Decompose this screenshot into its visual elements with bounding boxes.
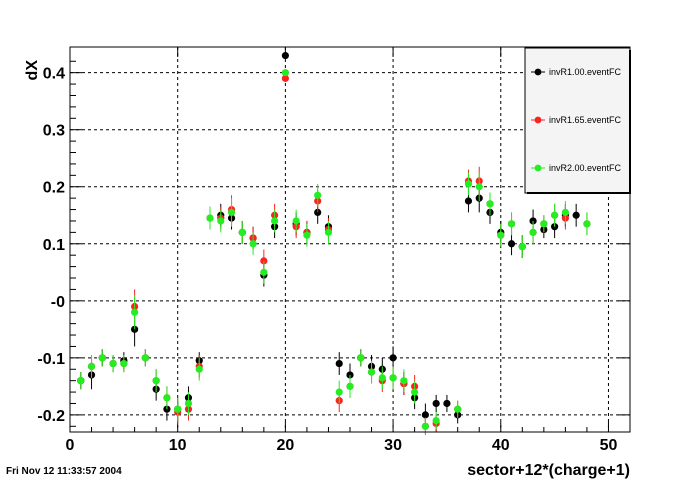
series-3: [77, 69, 591, 435]
data-point: [184, 399, 193, 408]
data-point: [249, 240, 257, 248]
x-tick-label: 0: [66, 437, 75, 454]
y-tick-label: -0.1: [37, 351, 65, 368]
data-point: [583, 220, 591, 228]
tick-labels: 0 10 20 30 40 50 -0.2 -0.1 -0 0.1 0.2 0.3 0.4: [37, 66, 617, 454]
data-point: [152, 377, 160, 385]
data-point: [357, 354, 365, 362]
data-point: [271, 217, 279, 225]
data-point: [174, 405, 182, 413]
data-point: [77, 377, 85, 385]
data-point: [443, 399, 451, 408]
data-point: [464, 197, 473, 205]
legend-label: invR2.00.eventFC: [549, 163, 622, 173]
data-point: [367, 368, 376, 376]
data-point: [421, 422, 429, 430]
data-point: [217, 217, 225, 225]
data-point: [432, 416, 440, 425]
data-point: [421, 411, 429, 419]
timestamp-footer: Fri Nov 12 11:33:57 2004: [6, 466, 122, 477]
data-point: [227, 208, 236, 217]
data-point: [238, 228, 246, 236]
legend-marker: [534, 164, 542, 172]
legend-label: invR1.00.eventFC: [549, 67, 622, 77]
data-point: [260, 268, 268, 276]
data-point: [551, 211, 559, 219]
x-tick-label: 20: [276, 437, 294, 454]
data-point: [281, 51, 289, 60]
x-axis-title: sector+12*(charge+1): [467, 462, 630, 479]
y-axis-title: dX: [24, 60, 41, 81]
x-tick-label: 10: [169, 437, 187, 454]
data-point: [432, 399, 440, 408]
legend-marker: [534, 116, 542, 124]
y-tick-label: 0.3: [43, 123, 65, 140]
data-point: [324, 228, 333, 236]
y-tick-label: -0.2: [37, 408, 65, 425]
data-point: [497, 231, 505, 239]
data-point: [195, 365, 203, 373]
data-point: [529, 217, 537, 225]
data-point: [292, 217, 300, 225]
data-point: [540, 220, 548, 228]
data-point: [281, 69, 289, 77]
legend-entry: invR2.00.eventFC: [531, 163, 622, 173]
plot-frame: [69, 46, 631, 433]
data-point: [507, 240, 516, 248]
data-point: [131, 308, 139, 316]
data-point: [464, 180, 473, 188]
data-point: [529, 228, 537, 236]
legend-entry: invR1.65.eventFC: [531, 115, 622, 125]
data-point: [141, 354, 149, 362]
data-point: [389, 354, 397, 362]
y-tick-label: 0.1: [43, 237, 65, 254]
data-point: [98, 354, 106, 362]
data-point: [561, 208, 569, 217]
data-point: [507, 220, 516, 228]
data-point: [281, 74, 289, 82]
data-point: [518, 243, 526, 251]
y-tick-label: 0.2: [43, 180, 65, 197]
data-point: [335, 359, 343, 368]
x-tick-label: 50: [600, 437, 618, 454]
legend: invR1.00.eventFC invR1.65.eventFC invR2.00…: [524, 47, 631, 194]
x-tick-label: 40: [492, 437, 510, 454]
legend-entry: invR1.00.eventFC: [531, 67, 622, 77]
data-point: [303, 231, 311, 239]
legend-label: invR1.65.eventFC: [549, 115, 622, 125]
x-tick-label: 30: [384, 437, 402, 454]
legend-marker: [534, 68, 542, 76]
data-point: [120, 359, 128, 368]
data-point: [206, 214, 214, 222]
data-point: [411, 388, 419, 396]
plot-area: [77, 51, 591, 435]
data-point: [87, 362, 96, 371]
y-tick-label: 0.4: [43, 66, 65, 83]
data-point: [389, 374, 397, 382]
data-point: [346, 382, 354, 390]
data-point: [486, 200, 494, 208]
data-point: [163, 394, 171, 402]
y-tick-label: -0: [51, 294, 65, 311]
data-point: [335, 388, 343, 396]
data-point: [378, 374, 386, 382]
data-point: [454, 405, 462, 413]
data-point: [572, 211, 580, 219]
data-point: [475, 183, 483, 191]
data-point: [400, 377, 408, 385]
data-point: [314, 191, 322, 199]
data-point: [109, 359, 117, 368]
